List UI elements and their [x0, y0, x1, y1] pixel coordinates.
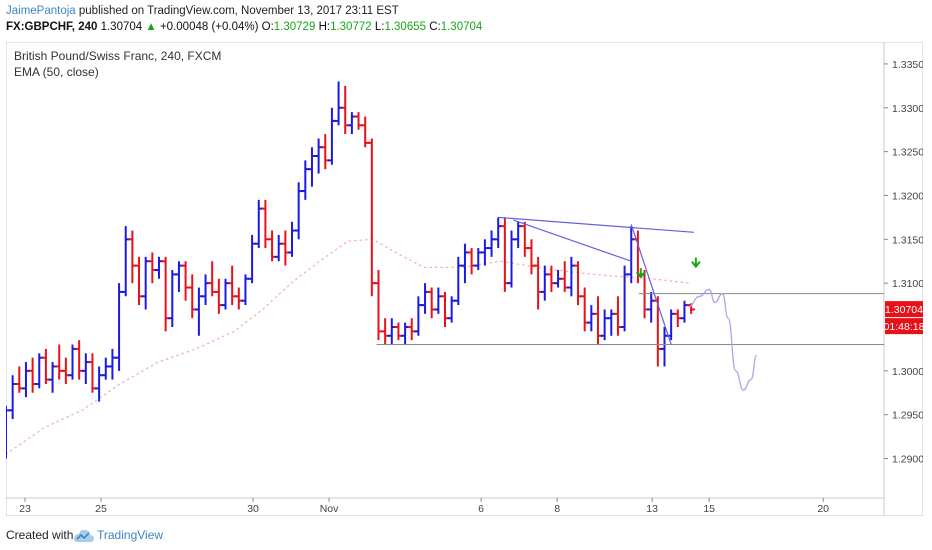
arrow-head	[635, 271, 646, 279]
countdown-badge-value: 01:48:18	[884, 321, 923, 333]
down-arrow-icon	[691, 257, 701, 269]
drawings	[376, 216, 884, 391]
ema-line	[5, 238, 691, 455]
quote-line: FX:GBPCHF, 240 1.30704 ▲ +0.00048 (+0.04…	[6, 21, 482, 33]
price-tick-label: 1.32500	[892, 147, 923, 159]
trendline	[498, 216, 695, 233]
time-tick-label: 8	[554, 503, 560, 515]
symbol-label: FX:GBPCHF, 240	[6, 21, 98, 33]
price-tick-label: 1.33000	[892, 103, 923, 115]
countdown-badge-bg	[885, 318, 923, 335]
time-tick-label: Nov	[320, 503, 339, 515]
close-value: 1.30704	[440, 21, 483, 33]
open-value: 1.30729	[273, 21, 316, 33]
price-tick-label: 1.29500	[892, 410, 923, 422]
open-label: O:	[261, 21, 274, 33]
up-arrow-icon: ▲	[145, 21, 157, 33]
low-value: 1.30655	[384, 21, 427, 33]
last-price: 1.30704	[100, 21, 143, 33]
footer: Created with TradingView	[0, 516, 932, 550]
time-tick-label: 6	[478, 503, 484, 515]
projection-path	[688, 288, 758, 391]
chart-header: JaimePantoja published on TradingView.co…	[0, 0, 932, 40]
price-tick-label: 1.31500	[892, 234, 923, 246]
publish-info: JaimePantoja published on TradingView.co…	[6, 5, 399, 17]
arrow-head	[691, 260, 701, 269]
time-tick-label: 13	[646, 503, 658, 515]
price-tick-label: 1.33500	[892, 59, 923, 71]
created-with-label: Created with	[6, 528, 74, 542]
author-link[interactable]: JaimePantoja	[6, 5, 76, 17]
price-tick-label: 1.32000	[892, 190, 923, 202]
time-tick-label: 25	[95, 503, 107, 515]
trendline	[630, 224, 672, 345]
low-label: L:	[374, 21, 385, 33]
tradingview-logo-icon	[74, 529, 94, 542]
price-change: +0.00048 (+0.04%)	[159, 21, 259, 33]
indicator-legend: EMA (50, close)	[14, 65, 99, 79]
time-tick-label: 30	[247, 503, 259, 515]
price-chart[interactable]: British Pound/Swiss Franc, 240, FXCM EMA…	[2, 41, 930, 517]
ema-50-line	[5, 238, 691, 455]
trendline	[513, 219, 632, 262]
last-price-badge-value: 1.30704	[885, 304, 923, 316]
time-tick-label: 20	[817, 503, 829, 515]
publish-text: published on TradingView.com, November 1…	[78, 5, 399, 17]
last-price-badge-bg	[885, 301, 923, 318]
instrument-legend: British Pound/Swiss Franc, 240, FXCM	[14, 49, 221, 63]
time-tick-label: 15	[703, 503, 715, 515]
chart-area[interactable]: British Pound/Swiss Franc, 240, FXCM EMA…	[2, 41, 930, 517]
price-tick-label: 1.30000	[892, 366, 923, 378]
time-tick-label: 23	[19, 503, 31, 515]
last-price-badge: 1.30704 01:48:18	[884, 301, 925, 335]
ohlc-bars	[2, 81, 696, 459]
price-tick-label: 1.31000	[892, 278, 923, 290]
close-label: C:	[429, 21, 441, 33]
tradingview-brand-link[interactable]: TradingView	[97, 528, 164, 542]
down-arrow-icon	[635, 268, 646, 279]
time-axis: 23 25 30 Nov 6 8 13 15 20	[19, 498, 829, 515]
high-label: H:	[318, 21, 331, 33]
high-value: 1.30772	[330, 21, 372, 33]
price-tick-label: 1.29000	[892, 454, 923, 466]
